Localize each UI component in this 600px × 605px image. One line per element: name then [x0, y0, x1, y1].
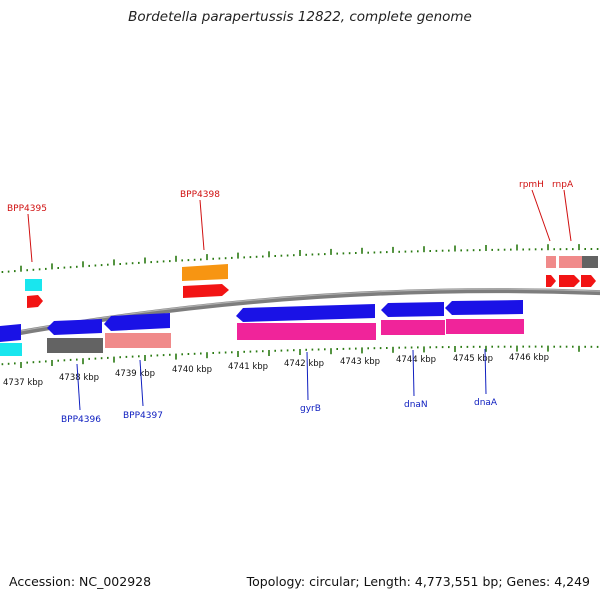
gene-label-rpmh[interactable]: rpmH [519, 180, 544, 190]
gene-label-rnpa[interactable]: rnpA [552, 180, 574, 190]
ruler-label: 4740 kbp [172, 365, 212, 375]
feature-blue-gyrb[interactable] [236, 304, 375, 322]
page-title: Bordetella parapertussis 12822, complete… [128, 9, 472, 25]
feature-magenta-gyrb[interactable] [237, 323, 376, 340]
feature-magenta-dnaa[interactable] [446, 319, 524, 334]
feature-salmon-bpp4397[interactable] [105, 333, 171, 348]
ruler-label: 4742 kbp [284, 359, 324, 369]
accession-label: Accession: NC_002928 [9, 574, 152, 589]
leader-line-gyrb [306, 351, 309, 401]
feature-red-arrow-2[interactable] [559, 275, 580, 287]
gene-label-gyrb[interactable]: gyrB [300, 404, 321, 414]
ruler-label: 4745 kbp [453, 354, 493, 364]
feature-blue-dnaa[interactable] [445, 300, 523, 315]
feature-red-bpp4395[interactable] [27, 295, 43, 308]
reverse-strand-features [0, 300, 524, 356]
feature-magenta-dnan[interactable] [381, 320, 445, 335]
leader-line-bpp4398 [199, 199, 205, 251]
leader-line-dnan [412, 349, 415, 397]
reverse-gene-labels: BPP4396 BPP4397 gyrB dnaN dnaA [61, 348, 498, 425]
leader-line-rnpa [563, 189, 572, 242]
ruler-labels: 4737 kbp 4738 kbp 4739 kbp 4740 kbp 4741… [3, 353, 549, 388]
gene-label-bpp4398[interactable]: BPP4398 [180, 190, 220, 200]
reverse-tick-ring [1, 345, 599, 368]
feature-blue-bpp4396[interactable] [47, 319, 102, 335]
ruler-label: 4739 kbp [115, 369, 155, 379]
feature-orange-bpp4398[interactable] [182, 264, 228, 281]
gene-label-dnaa[interactable]: dnaA [474, 398, 498, 408]
feature-red-arrow-3[interactable] [581, 275, 596, 287]
feature-cyan-forward[interactable] [25, 279, 42, 291]
ruler-label: 4741 kbp [228, 362, 268, 372]
feature-salmon-small[interactable] [546, 256, 556, 268]
forward-strand-features [25, 256, 598, 308]
feature-cyan-left-edge[interactable] [0, 343, 22, 356]
ruler-label: 4737 kbp [3, 378, 43, 388]
gene-label-bpp4396[interactable]: BPP4396 [61, 415, 101, 425]
genome-stats-label: Topology: circular; Length: 4,773,551 bp… [246, 574, 590, 589]
ruler-label: 4744 kbp [396, 355, 436, 365]
leader-line-bpp4397 [139, 359, 144, 407]
gene-label-bpp4395[interactable]: BPP4395 [7, 204, 47, 214]
leader-line-dnaa [484, 348, 487, 395]
gene-label-dnan[interactable]: dnaN [404, 400, 428, 410]
forward-tick-ring [1, 244, 599, 273]
leader-line-bpp4395 [27, 213, 33, 263]
forward-gene-labels: BPP4395 BPP4398 rpmH rnpA [7, 180, 574, 263]
feature-blue-bpp4397[interactable] [104, 313, 170, 331]
feature-blue-dnan[interactable] [381, 302, 444, 317]
gene-label-bpp4397[interactable]: BPP4397 [123, 411, 163, 421]
feature-red-bpp4398[interactable] [183, 284, 229, 298]
feature-red-arrow-1[interactable] [546, 275, 556, 287]
ruler-label: 4743 kbp [340, 357, 380, 367]
feature-grey-bpp4396[interactable] [47, 338, 103, 353]
ruler-label: 4738 kbp [59, 373, 99, 383]
leader-line-rpmh [531, 189, 551, 242]
ruler-label: 4746 kbp [509, 353, 549, 363]
leader-line-bpp4396 [76, 363, 81, 411]
feature-grey-rnpa[interactable] [582, 256, 598, 268]
feature-blue-left-edge[interactable] [0, 324, 21, 342]
feature-salmon-rpmh[interactable] [559, 256, 582, 268]
